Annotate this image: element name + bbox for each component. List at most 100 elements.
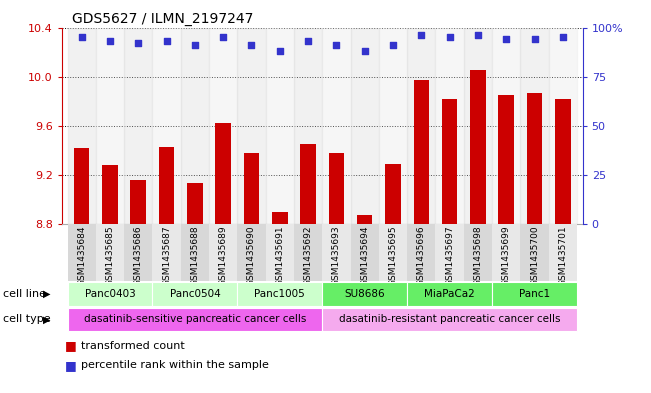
Bar xyxy=(266,224,294,281)
Text: GDS5627 / ILMN_2197247: GDS5627 / ILMN_2197247 xyxy=(72,13,254,26)
Bar xyxy=(442,99,458,393)
Bar xyxy=(379,28,407,224)
Text: percentile rank within the sample: percentile rank within the sample xyxy=(81,360,269,371)
Text: GSM1435691: GSM1435691 xyxy=(275,225,284,286)
Point xyxy=(558,34,568,40)
Text: GSM1435696: GSM1435696 xyxy=(417,225,426,286)
Text: GSM1435690: GSM1435690 xyxy=(247,225,256,286)
Bar xyxy=(68,308,322,331)
Bar xyxy=(215,123,231,393)
Bar xyxy=(350,28,379,224)
Text: dasatinib-sensitive pancreatic cancer cells: dasatinib-sensitive pancreatic cancer ce… xyxy=(84,314,306,324)
Text: GSM1435689: GSM1435689 xyxy=(219,225,228,286)
Text: GSM1435695: GSM1435695 xyxy=(389,225,398,286)
Bar xyxy=(294,224,322,281)
Bar xyxy=(152,282,238,305)
Point xyxy=(473,32,483,39)
Point xyxy=(445,34,455,40)
Bar xyxy=(322,224,350,281)
Bar xyxy=(385,164,401,393)
Bar xyxy=(238,282,322,305)
Bar xyxy=(436,28,464,224)
Bar xyxy=(407,282,492,305)
Bar xyxy=(124,28,152,224)
Bar xyxy=(350,224,379,281)
Text: Panc0403: Panc0403 xyxy=(85,289,135,299)
Bar xyxy=(159,147,174,393)
Bar xyxy=(413,80,429,393)
Point xyxy=(388,42,398,48)
Bar xyxy=(549,224,577,281)
Text: Panc1: Panc1 xyxy=(519,289,550,299)
Bar xyxy=(68,224,96,281)
Bar xyxy=(181,224,209,281)
Bar xyxy=(68,28,96,224)
Point xyxy=(501,36,512,42)
Point xyxy=(161,38,172,44)
Bar xyxy=(266,28,294,224)
Text: ■: ■ xyxy=(65,359,77,372)
Text: GSM1435697: GSM1435697 xyxy=(445,225,454,286)
Bar xyxy=(520,224,549,281)
Bar xyxy=(520,28,549,224)
Bar xyxy=(407,224,436,281)
Bar xyxy=(464,224,492,281)
Text: GSM1435694: GSM1435694 xyxy=(360,225,369,286)
Bar xyxy=(407,28,436,224)
Bar xyxy=(492,282,577,305)
Text: GSM1435688: GSM1435688 xyxy=(190,225,199,286)
Bar xyxy=(187,184,202,393)
Text: transformed count: transformed count xyxy=(81,341,184,351)
Bar xyxy=(243,153,259,393)
Bar xyxy=(492,28,520,224)
Text: GSM1435699: GSM1435699 xyxy=(502,225,511,286)
Text: dasatinib-resistant pancreatic cancer cells: dasatinib-resistant pancreatic cancer ce… xyxy=(339,314,561,324)
Text: ■: ■ xyxy=(65,339,77,353)
Text: ▶: ▶ xyxy=(43,314,51,324)
Text: GSM1435687: GSM1435687 xyxy=(162,225,171,286)
Bar xyxy=(238,28,266,224)
Bar xyxy=(74,148,89,393)
Bar xyxy=(549,28,577,224)
Bar xyxy=(272,212,288,393)
Bar xyxy=(322,28,350,224)
Bar xyxy=(322,308,577,331)
Bar xyxy=(152,224,181,281)
Point xyxy=(133,40,143,46)
Bar xyxy=(470,70,486,393)
Text: Panc0504: Panc0504 xyxy=(169,289,220,299)
Text: MiaPaCa2: MiaPaCa2 xyxy=(424,289,475,299)
Text: GSM1435685: GSM1435685 xyxy=(105,225,115,286)
Bar xyxy=(238,224,266,281)
Bar xyxy=(96,224,124,281)
Text: GSM1435684: GSM1435684 xyxy=(77,225,86,286)
Text: SU8686: SU8686 xyxy=(344,289,385,299)
Point xyxy=(105,38,115,44)
Bar xyxy=(527,93,542,393)
Text: GSM1435686: GSM1435686 xyxy=(133,225,143,286)
Bar xyxy=(209,224,238,281)
Bar xyxy=(357,215,372,393)
Bar xyxy=(499,95,514,393)
Point xyxy=(359,48,370,54)
Bar xyxy=(329,153,344,393)
Bar xyxy=(209,28,238,224)
Bar xyxy=(152,28,181,224)
Bar xyxy=(492,224,520,281)
Bar xyxy=(300,144,316,393)
Text: GSM1435700: GSM1435700 xyxy=(530,225,539,286)
Bar xyxy=(322,282,407,305)
Bar xyxy=(124,224,152,281)
Point xyxy=(246,42,256,48)
Point xyxy=(303,38,313,44)
Bar xyxy=(102,165,118,393)
Bar xyxy=(68,282,152,305)
Bar xyxy=(555,99,571,393)
Bar xyxy=(130,180,146,393)
Point xyxy=(218,34,229,40)
Bar xyxy=(181,28,209,224)
Point xyxy=(275,48,285,54)
Point xyxy=(76,34,87,40)
Bar xyxy=(379,224,407,281)
Point xyxy=(331,42,342,48)
